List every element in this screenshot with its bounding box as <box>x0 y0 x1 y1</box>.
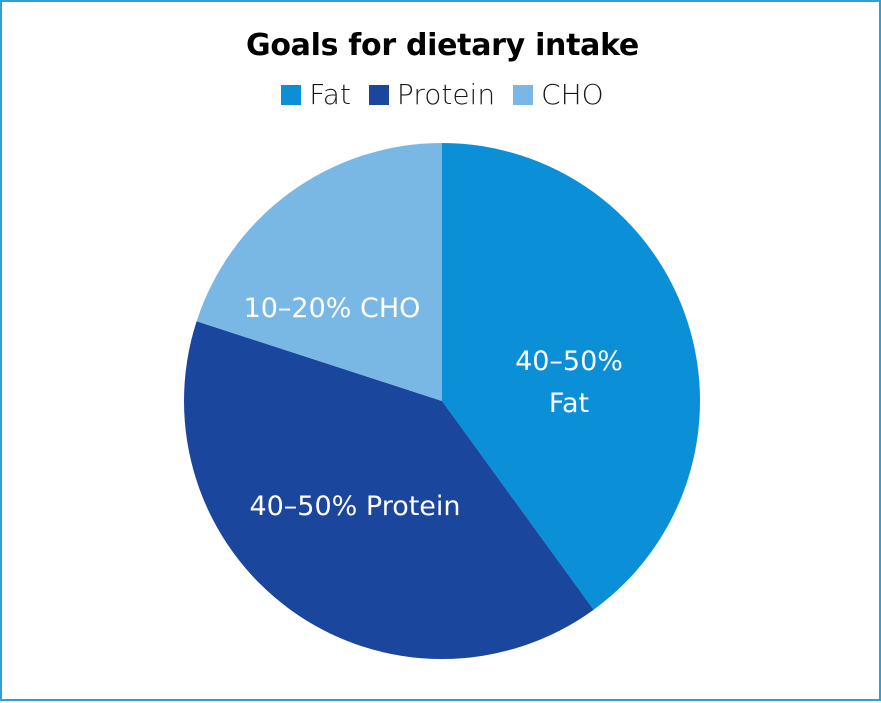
legend-swatch-cho <box>513 84 534 105</box>
legend-item-cho: CHO <box>513 78 604 111</box>
pie-slice-protein <box>183 321 594 660</box>
pie-slice-cho <box>196 143 442 401</box>
legend-swatch-protein <box>368 84 389 105</box>
slice-label-cho: 10–20% CHO <box>244 293 421 324</box>
legend-label-fat: Fat <box>309 78 351 111</box>
legend-item-fat: Fat <box>281 78 351 111</box>
legend-label-cho: CHO <box>541 78 604 111</box>
legend-item-protein: Protein <box>368 78 496 111</box>
slice-label-fat: 40–50% Fat <box>515 346 623 419</box>
chart-title: Goals for dietary intake <box>246 28 639 63</box>
legend-label-protein: Protein <box>396 78 496 111</box>
legend-swatch-fat <box>281 84 302 105</box>
chart-legend: Fat Protein CHO <box>2 78 881 111</box>
slice-label-protein: 40–50% Protein <box>249 491 460 522</box>
pie-slice-fat <box>442 143 701 610</box>
